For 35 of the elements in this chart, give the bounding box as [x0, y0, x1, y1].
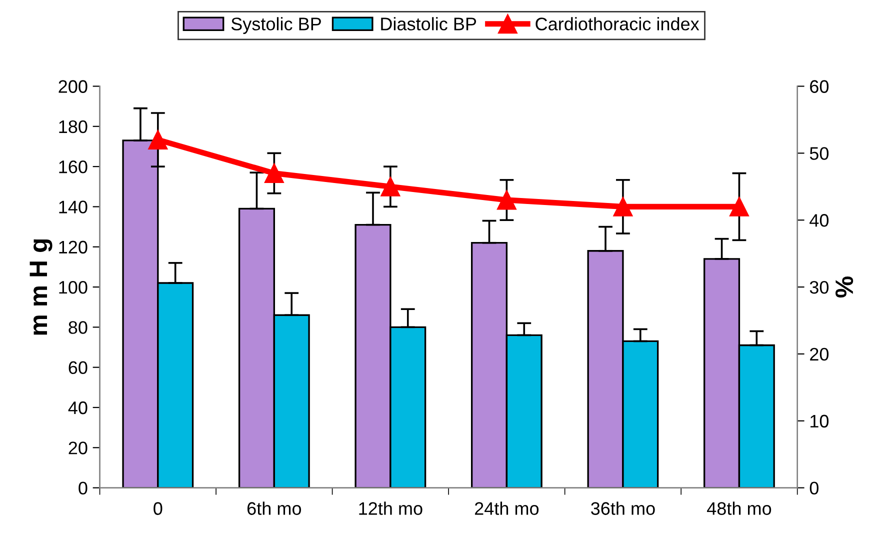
- legend-label: Diastolic BP: [381, 17, 476, 30]
- y2-tick-label: 60: [810, 80, 829, 93]
- legend-label: Cardiothoracic index: [536, 17, 700, 30]
- y2-tick-label: 30: [810, 280, 829, 294]
- point: [380, 176, 400, 196]
- y-tick-label: 80: [68, 321, 88, 334]
- point: [496, 190, 516, 210]
- y2-tick-label: 50: [810, 147, 829, 160]
- y-tick-label: 160: [59, 160, 88, 174]
- x-tick-label: 0: [154, 502, 162, 515]
- y2-tick-label: 10: [810, 414, 829, 428]
- x-tick-label: 12th mo: [359, 502, 422, 515]
- y-tick-label: 20: [68, 442, 88, 454]
- y-tick-label: 40: [68, 401, 88, 414]
- y-tick-label: 140: [59, 200, 88, 214]
- legend-label: Systolic BP: [231, 17, 321, 34]
- y-axis-title: m m H g: [30, 239, 52, 335]
- x-tick-label: 48th mo: [707, 502, 772, 515]
- y2-tick-label: 40: [810, 214, 829, 227]
- y-tick-label: 0: [78, 482, 88, 495]
- x-tick-label: 36th mo: [591, 502, 655, 515]
- y2-tick-label: 0: [810, 482, 818, 495]
- y-tick-label: 200: [58, 80, 88, 93]
- y-tick-label: 180: [59, 120, 88, 134]
- y-tick-label: 60: [68, 361, 88, 374]
- y2-tick-label: 20: [810, 348, 829, 361]
- point: [613, 196, 633, 216]
- point: [729, 196, 749, 216]
- y-tick-label: 120: [59, 240, 88, 254]
- y-tick-label: 100: [59, 280, 88, 294]
- point: [264, 164, 284, 183]
- y2-axis-title: %: [836, 276, 854, 298]
- point: [148, 130, 168, 150]
- x-tick-label: 24th mo: [474, 502, 539, 515]
- x-tick-label: 6th mo: [247, 502, 302, 515]
